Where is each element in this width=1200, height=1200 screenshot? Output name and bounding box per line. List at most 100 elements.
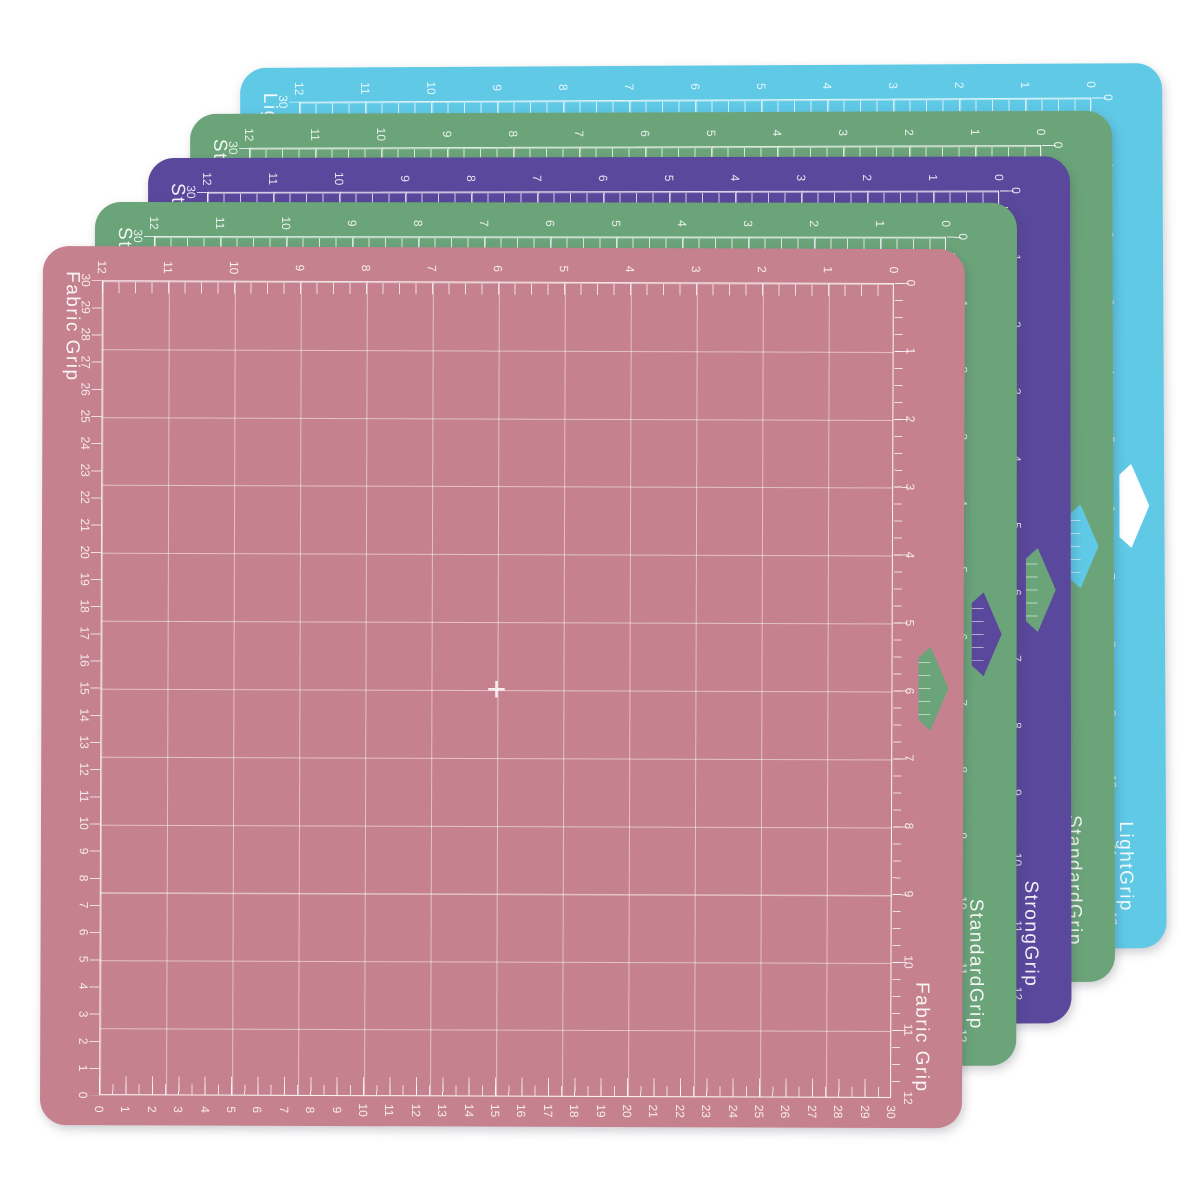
right-ruler-number: 0 [1051, 141, 1066, 149]
bottom-ruler-number: 20 [619, 1104, 635, 1118]
top-ruler-number: 8 [358, 264, 373, 272]
top-ruler-number: 2 [952, 81, 967, 89]
bottom-ruler-number: 12 [408, 1103, 423, 1118]
hanging-hole [972, 592, 1002, 676]
bottom-ruler-number: 2 [144, 1106, 159, 1113]
top-ruler-number: 2 [806, 220, 821, 227]
top-ruler-number: 4 [674, 220, 689, 227]
right-ruler-number: 5 [902, 619, 917, 626]
bottom-ruler-number: 5 [223, 1106, 238, 1114]
top-ruler-number: 0 [886, 266, 901, 274]
top-ruler-number: 0 [992, 174, 1007, 181]
bottom-ruler-number: 13 [435, 1103, 450, 1118]
hole-ruler-ticks [918, 662, 930, 716]
bottom-ruler-number: 14 [461, 1103, 476, 1118]
bottom-ruler-number: 17 [540, 1104, 555, 1118]
mat-fabricgrip-pink: 12 11 10 9 8 7 6 5 4 3 2 1 0 0 1 2 3 4 5 6 7 8 9 10 11 12 30 29 28 27… [39, 246, 965, 1129]
top-ruler-number: 5 [556, 265, 571, 273]
center-cross-mark: + [486, 670, 507, 709]
top-ruler-number: 12 [242, 128, 257, 142]
left-ruler-number: 25 [78, 409, 93, 423]
bottom-ruler-number: 11 [382, 1103, 397, 1117]
right-ruler-number: 2 [903, 415, 918, 423]
top-ruler-number: 0 [1084, 81, 1099, 88]
right-ruler-number: 6 [902, 687, 917, 694]
top-ruler-number: 11 [266, 172, 281, 186]
bottom-ruler-number: 3 [171, 1106, 186, 1113]
right-ruler-number: 1 [903, 347, 918, 355]
top-ruler-number: 7 [622, 83, 637, 91]
top-ruler-number: 11 [212, 216, 227, 230]
top-ruler-number: 10 [332, 171, 347, 186]
top-ruler-number: 6 [596, 174, 611, 182]
right-ruler-number: 0 [955, 233, 970, 241]
bottom-ruler-number: 30 [883, 1105, 899, 1119]
left-ruler-number: 18 [77, 599, 92, 613]
bottom-ruler-number: 27 [804, 1104, 819, 1119]
bottom-ruler-number: 4 [197, 1106, 212, 1113]
top-ruler-number: 9 [490, 84, 505, 92]
left-ruler-number: 12 [77, 762, 92, 776]
left-ruler-number: 2 [76, 1037, 91, 1045]
right-ruler-number: 8 [901, 822, 916, 830]
left-ruler-number: 26 [78, 382, 93, 396]
bottom-ruler-number: 21 [646, 1104, 661, 1118]
top-ruler-number: 5 [754, 82, 769, 90]
grip-label-bottom-right: Fabric Grip [911, 981, 933, 1093]
bottom-ruler-number: 8 [303, 1106, 318, 1114]
bottom-ruler-number: 24 [725, 1104, 740, 1119]
top-ruler-number: 7 [572, 130, 587, 138]
left-ruler-number: 8 [76, 874, 91, 882]
bottom-ruler-number: 16 [514, 1103, 529, 1118]
left-ruler-number: 15 [77, 680, 92, 695]
top-ruler-number: 5 [662, 174, 677, 182]
top-ruler-number: 10 [374, 127, 389, 142]
top-ruler-number: 6 [688, 83, 703, 90]
top-ruler-number: 9 [292, 264, 307, 272]
left-ruler-number: 13 [77, 735, 92, 749]
bottom-ruler-number: 9 [329, 1106, 344, 1114]
bottom-ruler-number: 15 [487, 1103, 503, 1118]
top-ruler-number: 3 [740, 220, 755, 227]
bottom-ruler-number: 22 [672, 1104, 687, 1118]
top-ruler-number: 3 [688, 265, 703, 273]
hanging-hole [918, 647, 948, 731]
top-ruler-number: 12 [200, 172, 215, 186]
left-ruler-number: 21 [78, 517, 93, 532]
top-ruler-number: 3 [886, 82, 901, 89]
top-ruler-number: 12 [292, 81, 307, 96]
top-ruler-number: 0 [938, 220, 953, 228]
hole-ruler-ticks [972, 607, 984, 661]
right-ruler-number: 10 [901, 955, 916, 969]
top-ruler-number: 11 [358, 82, 373, 95]
right-ruler-number: 0 [1009, 187, 1024, 194]
right-ruler-number: 0 [903, 279, 918, 287]
top-ruler-number: 9 [440, 130, 455, 138]
top-ruler-number: 2 [754, 266, 769, 273]
top-ruler-number: 9 [344, 219, 359, 227]
left-ruler-number: 20 [77, 545, 92, 559]
left-ruler-number: 14 [77, 708, 92, 722]
left-ruler-number: 10 [76, 816, 92, 831]
hanging-hole [1026, 548, 1056, 632]
top-ruler-number: 6 [490, 265, 505, 272]
left-ruler-number: 1 [76, 1064, 91, 1072]
top-ruler-number: 3 [794, 174, 809, 182]
left-ruler-number: 3 [76, 1010, 91, 1018]
top-ruler-number: 8 [464, 175, 479, 182]
bottom-ruler-number: 7 [276, 1106, 291, 1114]
left-ruler-number: 17 [77, 626, 92, 641]
right-ruler-number: 12 [901, 1091, 916, 1105]
grip-label-bottom-right: StandardGrip [965, 898, 987, 1030]
top-ruler-number: 9 [398, 175, 413, 182]
left-ruler-number: 5 [76, 955, 91, 963]
left-ruler-number: 6 [76, 928, 91, 936]
bottom-ruler-number: 25 [751, 1104, 767, 1119]
left-ruler-number: 22 [78, 490, 93, 505]
top-ruler-number: 6 [542, 220, 557, 227]
right-ruler-number: 9 [901, 890, 916, 898]
top-ruler-number: 7 [530, 174, 545, 182]
top-ruler-number: 4 [728, 174, 743, 182]
top-ruler-number: 3 [836, 129, 851, 137]
